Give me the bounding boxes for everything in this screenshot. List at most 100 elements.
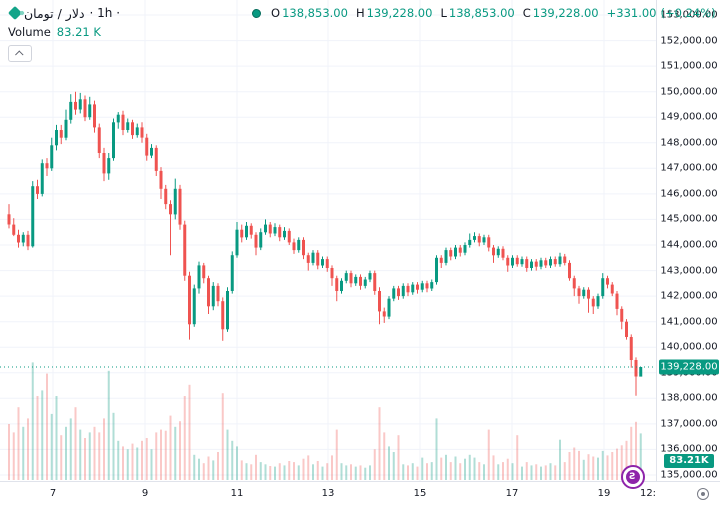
volume-bar bbox=[592, 456, 595, 480]
candle-down bbox=[406, 285, 410, 293]
open-value: 138,853.00 bbox=[282, 6, 348, 20]
gear-icon[interactable] bbox=[697, 488, 709, 500]
volume-bar bbox=[378, 407, 381, 480]
time-axis[interactable]: 7 9 11 13 15 17 19 12: bbox=[0, 481, 720, 508]
volume-bar bbox=[502, 462, 504, 480]
volume-bar bbox=[525, 462, 528, 480]
volume-label: Volume bbox=[8, 25, 51, 39]
candle-down bbox=[145, 137, 149, 156]
volume-bar bbox=[487, 429, 490, 480]
candle-down bbox=[240, 229, 244, 238]
volume-row: Volume 83.21 K bbox=[8, 24, 716, 40]
candle-wicks bbox=[8, 91, 642, 396]
volume-bar bbox=[297, 465, 300, 480]
volume-bar bbox=[164, 430, 167, 480]
volume-bar bbox=[93, 426, 96, 480]
volume-bar bbox=[217, 452, 219, 480]
chevron-up-icon bbox=[15, 49, 24, 59]
symbol-logo-icon bbox=[7, 5, 23, 21]
candle-down bbox=[572, 278, 576, 289]
candle-up bbox=[321, 259, 324, 266]
candle-up bbox=[482, 237, 486, 243]
volume-value: 83.21 K bbox=[56, 25, 101, 39]
candle-up bbox=[150, 147, 153, 156]
candle-bodies bbox=[7, 99, 643, 377]
volume-bar bbox=[12, 432, 15, 480]
price-axis-label: 143,000.00 bbox=[660, 265, 718, 277]
volume-bar bbox=[430, 462, 433, 480]
candle-down bbox=[268, 224, 272, 234]
time-axis-label: 9 bbox=[141, 488, 149, 499]
candle-down bbox=[610, 284, 614, 294]
chart-plot-area[interactable] bbox=[0, 0, 656, 481]
volume-bar bbox=[46, 373, 48, 480]
volume-bar bbox=[8, 424, 10, 480]
candle-down bbox=[74, 101, 77, 110]
volume-bar bbox=[530, 465, 533, 480]
legend-collapse-button[interactable] bbox=[8, 45, 32, 62]
candle-down bbox=[506, 257, 510, 266]
candle-down bbox=[563, 256, 567, 263]
candle-down bbox=[330, 268, 334, 279]
volume-bars bbox=[8, 362, 642, 480]
price-axis-label: 138,000.00 bbox=[660, 392, 718, 404]
volume-bar bbox=[84, 438, 86, 480]
candle-down bbox=[93, 104, 96, 128]
candle-up bbox=[354, 276, 358, 284]
price-axis-label: 149,000.00 bbox=[660, 111, 718, 123]
change-value: +331.00 bbox=[606, 6, 657, 20]
volume-bar bbox=[544, 465, 547, 480]
open-label: O bbox=[271, 6, 281, 20]
price-axis-label: 153,000.00 bbox=[660, 9, 718, 21]
volume-bar bbox=[445, 454, 447, 480]
price-axis-label: 147,000.00 bbox=[660, 162, 718, 174]
volume-bar bbox=[516, 435, 519, 480]
volume-bar bbox=[240, 460, 243, 480]
volume-bar bbox=[364, 467, 367, 480]
candle-up bbox=[245, 225, 248, 238]
volume-bar bbox=[141, 440, 143, 480]
candle-down bbox=[207, 278, 210, 307]
high-label: H bbox=[355, 6, 365, 20]
candle-up bbox=[511, 257, 514, 266]
ohlc-values: O 138,853.00 H 139,228.00 L 138,853.00 C 139… bbox=[252, 6, 716, 20]
candle-up bbox=[530, 261, 533, 268]
candle-up bbox=[273, 227, 277, 234]
candle-up bbox=[21, 234, 25, 243]
volume-bar bbox=[464, 458, 466, 480]
series-bullet-icon[interactable] bbox=[252, 8, 262, 18]
candle-down bbox=[183, 224, 187, 276]
candlestick-chart[interactable] bbox=[0, 0, 656, 481]
volume-bar bbox=[65, 426, 67, 480]
candle-down bbox=[159, 170, 163, 189]
candle-up bbox=[340, 280, 343, 291]
volume-badge: 83.21K bbox=[664, 454, 714, 468]
volume-bar bbox=[426, 463, 428, 480]
volume-bar bbox=[283, 465, 286, 480]
price-axis-label: 150,000.00 bbox=[660, 86, 718, 98]
time-axis-label: 17 bbox=[505, 488, 519, 499]
site-watermark-logo[interactable]: Ƨ bbox=[621, 465, 645, 489]
candle-up bbox=[173, 188, 177, 215]
candle-down bbox=[7, 214, 11, 225]
interval-label[interactable]: · 1h · bbox=[89, 6, 121, 20]
volume-bar bbox=[549, 463, 552, 480]
volume-bar bbox=[601, 450, 604, 480]
volume-bar bbox=[126, 449, 129, 480]
candle-up bbox=[64, 119, 68, 138]
volume-bar bbox=[335, 429, 338, 480]
candle-up bbox=[311, 252, 315, 263]
volume-bar bbox=[41, 390, 44, 480]
symbol-title[interactable]: دلار / تومان bbox=[24, 5, 85, 21]
time-axis-label: 13 bbox=[321, 488, 335, 499]
volume-bar bbox=[454, 456, 457, 480]
price-axis[interactable]: 135,000.00 136,000.00 137,000.00 138,000.00… bbox=[656, 0, 720, 481]
volume-bar bbox=[22, 426, 25, 480]
volume-bar bbox=[150, 449, 153, 480]
candle-down bbox=[359, 276, 362, 286]
candle-down bbox=[287, 230, 291, 243]
candle-down bbox=[416, 284, 419, 290]
price-axis-label: 151,000.00 bbox=[660, 60, 718, 72]
candle-up bbox=[112, 122, 115, 159]
candle-up bbox=[463, 245, 467, 253]
